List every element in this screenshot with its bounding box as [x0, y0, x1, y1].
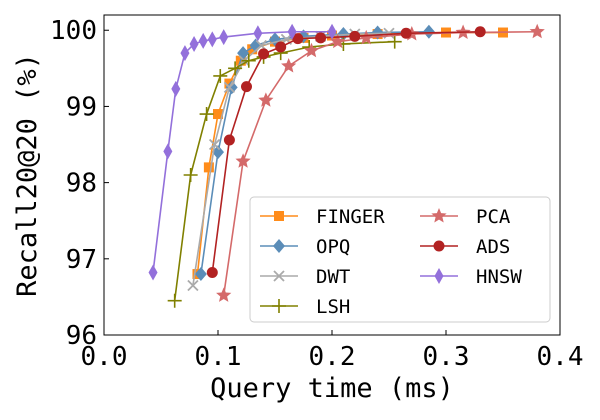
- data-point-pca: [281, 58, 297, 73]
- legend-item-hnsw: HNSW: [420, 266, 522, 288]
- data-point-lsh: [183, 168, 198, 182]
- legend-marker-lsh: [272, 299, 286, 313]
- data-point-ads: [223, 134, 235, 146]
- data-point-dwt: [187, 279, 199, 292]
- y-tick-label: 96: [66, 321, 97, 351]
- data-point-hnsw: [180, 45, 190, 62]
- data-point-ads: [292, 33, 304, 45]
- data-point-lsh: [241, 53, 256, 68]
- y-tick-label: 97: [66, 245, 97, 275]
- data-point-ads: [349, 30, 361, 42]
- y-axis-label: Recall20@20 (%): [12, 53, 43, 297]
- data-point-opq: [194, 267, 207, 282]
- data-point-hnsw: [219, 29, 229, 46]
- data-point-hnsw: [189, 35, 199, 52]
- data-point-pca: [330, 33, 346, 49]
- data-point-hnsw: [207, 31, 217, 48]
- data-point-ads: [315, 32, 327, 44]
- data-point-opq: [212, 145, 224, 160]
- data-point-finger: [247, 44, 258, 55]
- series-ads: [206, 26, 486, 279]
- data-point-opq: [422, 24, 435, 39]
- data-point-lsh: [167, 293, 182, 308]
- x-tick-label: 0.4: [537, 342, 584, 372]
- legend-label-finger: FINGER: [316, 206, 385, 228]
- data-point-ads: [474, 26, 486, 38]
- legend-item-lsh: LSH: [260, 296, 350, 318]
- data-point-pca: [358, 29, 374, 45]
- data-point-pca: [529, 23, 545, 39]
- legend-label-dwt: DWT: [316, 266, 350, 288]
- data-point-ads: [400, 27, 412, 39]
- data-point-lsh: [199, 107, 214, 122]
- legend-marker-ads: [433, 240, 445, 252]
- x-axis-label: Query time (ms): [210, 373, 454, 404]
- axis-ticks: 0.0 0.1 0.2 0.3 0.4 96 97 98 99 100: [50, 16, 583, 372]
- y-tick-label: 99: [66, 92, 97, 122]
- data-point-hnsw: [148, 264, 158, 281]
- data-point-hnsw: [287, 23, 297, 40]
- legend-label-pca: PCA: [476, 206, 511, 228]
- data-point-pca: [235, 153, 251, 168]
- data-point-hnsw: [198, 32, 208, 49]
- x-tick-label: 0.2: [309, 342, 356, 372]
- data-point-lsh: [387, 34, 402, 49]
- legend-label-hnsw: HNSW: [476, 266, 522, 288]
- legend-marker-pca: [431, 208, 447, 223]
- data-point-lsh: [228, 61, 243, 76]
- data-point-hnsw: [253, 25, 263, 42]
- data-point-pca: [258, 92, 274, 107]
- data-point-ads: [275, 41, 287, 53]
- data-point-finger: [213, 109, 223, 120]
- data-point-ads: [258, 48, 270, 60]
- legend-label-lsh: LSH: [316, 296, 350, 318]
- legend-box: [249, 196, 551, 323]
- data-point-lsh: [213, 68, 228, 83]
- legend-marker-opq: [273, 239, 285, 253]
- y-tick-label: 100: [50, 16, 97, 46]
- data-point-hnsw: [327, 23, 337, 40]
- legend: FINGER OPQ DWT LSH PCA ADS HNSW: [249, 196, 551, 323]
- series-hnsw: [148, 23, 337, 281]
- legend-marker-hnsw: [434, 268, 444, 284]
- series-line-ads: [211, 30, 481, 273]
- legend-marker-finger: [274, 211, 284, 221]
- legend-marker-dwt: [273, 270, 285, 282]
- legend-item-opq: OPQ: [260, 236, 350, 258]
- data-point-hnsw: [163, 143, 173, 160]
- legend-label-ads: ADS: [476, 236, 510, 258]
- legend-item-ads: ADS: [420, 236, 510, 258]
- data-point-pca: [303, 42, 320, 58]
- series-layer: [148, 23, 545, 308]
- legend-item-finger: FINGER: [260, 206, 385, 228]
- data-point-finger: [203, 162, 214, 173]
- x-tick-label: 0.1: [195, 342, 242, 372]
- series-lsh: [167, 34, 402, 308]
- data-point-ads: [241, 81, 252, 93]
- data-point-dwt: [208, 138, 221, 151]
- data-point-ads: [206, 267, 218, 279]
- legend-label-opq: OPQ: [316, 236, 350, 258]
- data-point-dwt: [223, 81, 236, 94]
- x-tick-label: 0.0: [81, 342, 128, 372]
- data-point-hnsw: [171, 80, 181, 97]
- data-point-pca: [216, 287, 232, 302]
- legend-item-dwt: DWT: [260, 266, 350, 288]
- legend-item-pca: PCA: [420, 206, 511, 228]
- y-tick-label: 98: [66, 169, 97, 199]
- x-tick-label: 0.3: [423, 342, 470, 372]
